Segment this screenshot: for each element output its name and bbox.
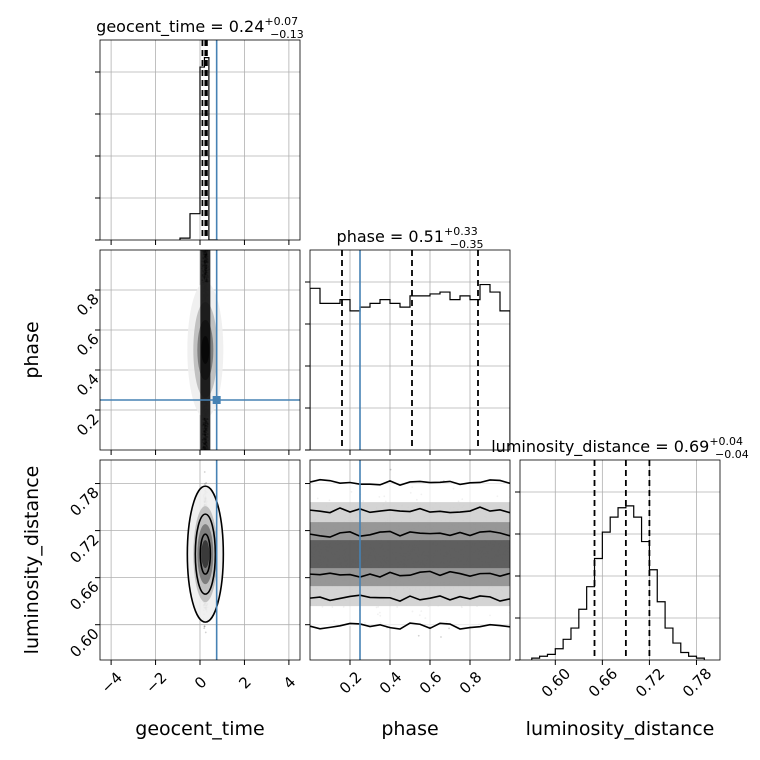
panel-grid: [520, 460, 720, 660]
plot-layer: 0.20.40.60.8−4 −2 0 2 40.600.660.720.780.2 0.…: [66, 39, 721, 701]
title-luminosity-distance-name: luminosity_distance: [491, 437, 650, 457]
ylabel-phase: phase: [21, 321, 43, 378]
panel-geocent-time-vs-phase: 0.20.40.60.8: [73, 249, 301, 455]
contour-ellipse: [186, 485, 225, 623]
title-geocent-time-minus: −0.13: [270, 28, 304, 41]
sample-point: [203, 625, 206, 628]
title-luminosity-distance-minus: −0.04: [715, 448, 749, 461]
contour-line: [310, 530, 510, 538]
sample-point: [389, 468, 392, 471]
truth-marker: [212, 396, 221, 404]
panel-phase-vs-luminosity-distance: 0.2 0.4 0.6 0.8: [305, 459, 511, 698]
histogram-luminosity-distance: [531, 505, 705, 660]
xlabel-phase: phase: [381, 718, 438, 740]
sample-point: [203, 471, 206, 473]
contour-ellipse: [199, 533, 212, 575]
title-geocent-time: geocent_time = 0.24+0.07 −0.13: [96, 15, 304, 41]
title-phase-eq: =: [385, 227, 409, 246]
sample-point: [417, 634, 420, 637]
title-geocent-time-name: geocent_time: [96, 17, 205, 37]
contour-line: [310, 594, 510, 602]
panel-content: [179, 40, 218, 240]
panel-content: [186, 460, 225, 660]
panel-frame: [309, 249, 511, 451]
title-geocent-time-plus: +0.07: [264, 15, 298, 28]
panel-frame: [309, 459, 511, 661]
sample-point: [203, 627, 206, 630]
title-phase: phase = 0.51+0.33 −0.35: [337, 225, 484, 251]
ylabel-luminosity-distance: luminosity_distance: [21, 466, 43, 655]
sample-point: [204, 631, 207, 634]
sample-point: [205, 482, 208, 484]
panel-frame: [519, 459, 721, 661]
title-geocent-time-median: 0.24: [229, 17, 265, 36]
contour-line: [310, 506, 510, 514]
title-luminosity-distance-median: 0.69: [674, 437, 710, 456]
contour-line: [310, 622, 510, 630]
panel-content: [531, 460, 705, 660]
title-geocent-time-eq: =: [205, 17, 229, 36]
title-luminosity-distance-eq: =: [650, 437, 674, 456]
density-stripe: [200, 250, 211, 450]
histogram-geocent-time: [179, 57, 218, 240]
sample-point: [440, 636, 442, 638]
panel-phase-hist: [305, 249, 511, 455]
panel-grid: [310, 250, 510, 450]
contour-ellipse: [194, 513, 217, 595]
histogram-phase: [310, 283, 510, 450]
title-luminosity-distance: luminosity_distance = 0.69+0.04 −0.04: [491, 435, 749, 461]
sample-point: [203, 483, 206, 485]
panel-geocent-time-hist: [95, 39, 301, 245]
xlabel-luminosity-distance: luminosity_distance: [526, 718, 715, 740]
xlabel-geocent-time: geocent_time: [135, 718, 264, 740]
contour-line: [310, 478, 510, 486]
density-ellipse: [201, 540, 210, 569]
sample-point: [203, 625, 206, 628]
panel-content: [310, 250, 510, 450]
panel-content: [100, 250, 300, 450]
title-phase-median: 0.51: [408, 227, 444, 246]
sample-point: [448, 627, 450, 630]
title-phase-plus: +0.33: [444, 225, 478, 238]
title-phase-name: phase: [337, 227, 385, 246]
title-phase-minus: −0.35: [450, 238, 484, 251]
title-luminosity-distance-plus: +0.04: [709, 435, 743, 448]
density-band: [310, 540, 510, 569]
contour-line: [310, 570, 510, 578]
panel-grid: [100, 460, 300, 660]
panel-content: [310, 460, 510, 660]
